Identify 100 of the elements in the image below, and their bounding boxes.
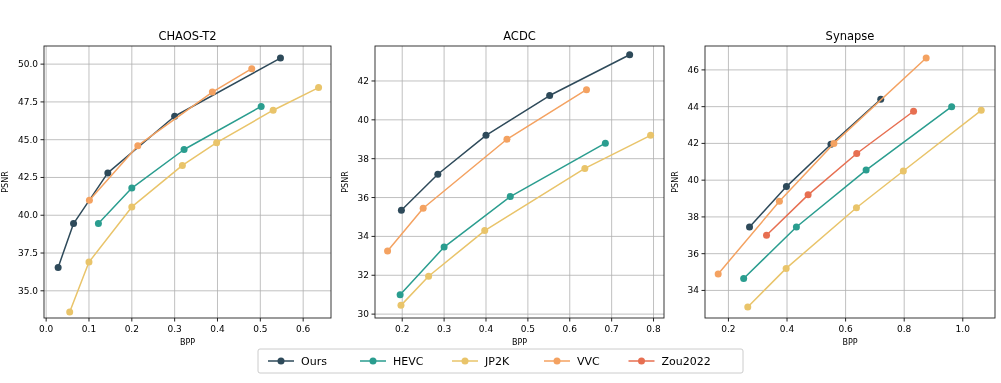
chart-title: Synapse — [825, 29, 875, 43]
x-tick-label: 0.6 — [838, 324, 854, 334]
y-axis-title: PSNR — [671, 170, 680, 193]
y-tick-label: 44 — [687, 101, 700, 112]
point — [134, 142, 142, 150]
chart-title: CHAOS-T2 — [158, 29, 217, 43]
point — [248, 65, 256, 73]
point — [647, 131, 655, 139]
y-tick-label: 36 — [357, 192, 370, 203]
point — [85, 258, 93, 266]
point — [397, 301, 405, 309]
y-tick-label: 46 — [687, 64, 700, 75]
point — [922, 54, 930, 62]
point — [503, 135, 511, 143]
y-tick-label: 35.0 — [17, 285, 39, 296]
y-tick-label: 30 — [357, 309, 370, 320]
point — [977, 106, 985, 114]
point — [583, 86, 591, 94]
legend-label: HEVC — [393, 355, 424, 368]
point — [775, 197, 783, 205]
point — [85, 196, 93, 204]
point — [128, 184, 136, 192]
point — [910, 107, 918, 115]
x-tick-label: 0.4 — [210, 324, 225, 334]
point — [66, 308, 74, 316]
point — [626, 51, 634, 59]
x-tick-label: 0.6 — [562, 324, 578, 334]
point — [853, 150, 861, 158]
point — [396, 291, 404, 299]
point — [276, 54, 284, 62]
legend-label: VVC — [577, 355, 601, 368]
y-tick-label: 40.0 — [17, 210, 39, 221]
point — [506, 193, 514, 201]
legend-label: JP2K — [484, 355, 510, 368]
x-tick-label: 0.1 — [81, 324, 97, 334]
y-tick-label: 42 — [687, 138, 699, 149]
x-tick-label: 0.3 — [167, 324, 182, 334]
point — [384, 247, 392, 255]
y-tick-label: 36 — [687, 248, 700, 259]
point — [481, 227, 489, 235]
point — [763, 231, 771, 239]
point — [70, 220, 78, 228]
x-tick-label: 0.3 — [436, 324, 452, 334]
y-tick-label: 32 — [357, 270, 369, 281]
point — [782, 183, 790, 191]
y-tick-label: 37.5 — [17, 248, 38, 259]
y-tick-label: 40 — [687, 175, 700, 186]
x-axis-title: BPP — [179, 338, 196, 347]
x-tick-label: 0.2 — [124, 324, 139, 334]
legend-label: Zou2022 — [661, 355, 711, 368]
x-tick-label: 0.6 — [295, 324, 311, 334]
y-tick-label: 34 — [357, 231, 370, 242]
x-axis-title: BPP — [511, 338, 528, 347]
y-tick-label: 45.0 — [17, 134, 39, 145]
x-tick-label: 1.0 — [955, 324, 971, 334]
point — [546, 92, 554, 100]
point — [94, 220, 102, 228]
y-tick-label: 34 — [687, 285, 700, 296]
y-tick-label: 42.5 — [17, 172, 38, 183]
point — [746, 223, 754, 231]
x-tick-label: 0.8 — [646, 324, 661, 334]
point — [440, 243, 448, 251]
point — [315, 84, 323, 92]
point — [852, 204, 860, 212]
y-tick-label: 38 — [357, 153, 370, 164]
point — [269, 106, 277, 114]
point — [425, 272, 433, 280]
x-tick-label: 0.4 — [478, 324, 494, 334]
y-tick-label: 47.5 — [17, 96, 38, 107]
point — [948, 103, 956, 111]
x-axis-title: BPP — [842, 338, 858, 347]
point — [899, 167, 907, 175]
point — [740, 274, 748, 282]
x-tick-label: 0.4 — [779, 324, 795, 334]
x-tick-label: 0.5 — [253, 324, 268, 334]
y-tick-label: 50.0 — [17, 59, 39, 70]
point — [180, 146, 188, 154]
legend-label: Ours — [301, 355, 328, 368]
y-tick-label: 38 — [687, 211, 700, 222]
x-tick-label: 0.7 — [604, 324, 619, 334]
y-tick-label: 42 — [357, 75, 369, 86]
point — [714, 270, 722, 278]
x-tick-label: 0.2 — [395, 324, 410, 334]
point — [782, 264, 790, 272]
x-tick-label: 0.5 — [520, 324, 536, 334]
point — [482, 131, 490, 139]
point — [792, 223, 800, 231]
point — [104, 169, 112, 177]
x-tick-label: 0.0 — [38, 324, 54, 334]
point — [581, 164, 589, 172]
point — [54, 263, 62, 271]
point — [862, 166, 870, 174]
y-tick-label: 40 — [357, 114, 370, 125]
y-axis-title: PSNR — [341, 170, 350, 193]
x-tick-label: 0.8 — [897, 324, 912, 334]
point — [128, 203, 136, 211]
point — [257, 102, 265, 110]
point — [804, 191, 812, 199]
point — [213, 139, 221, 147]
point — [397, 206, 405, 214]
